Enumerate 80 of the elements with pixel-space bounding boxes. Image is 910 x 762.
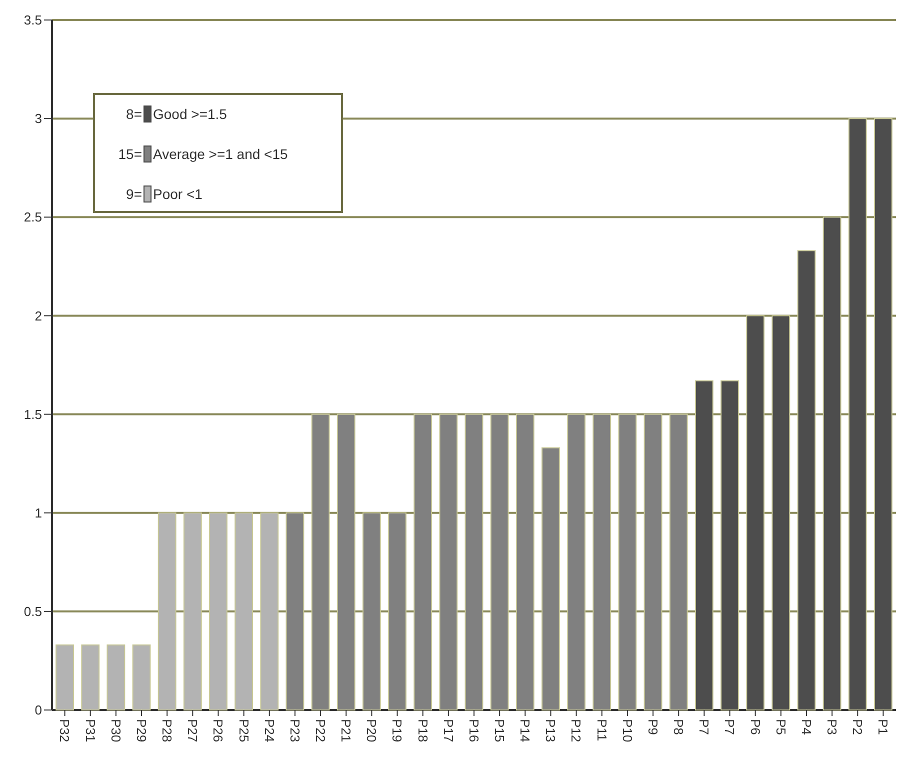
x-tick-label: P3 [824, 719, 840, 735]
bar [56, 644, 74, 710]
bar [644, 414, 662, 710]
x-tick-label: P20 [364, 719, 380, 742]
bar [669, 414, 688, 710]
x-tick-label: P29 [134, 719, 149, 742]
x-tick-label: P14 [518, 719, 533, 742]
annotation: 15= [118, 146, 142, 162]
bar [797, 250, 816, 710]
x-tick-label: P10 [620, 719, 635, 742]
x-tick-label: P31 [82, 719, 98, 742]
x-tick-label: P27 [185, 719, 200, 742]
bar [260, 512, 279, 710]
bar [720, 380, 739, 710]
x-tick-label: P4 [798, 719, 814, 735]
bar [209, 512, 228, 710]
x-tick-label: P6 [748, 719, 763, 735]
x-tick-label: P11 [594, 719, 610, 742]
bar [874, 118, 892, 710]
bar [158, 512, 176, 710]
bar [567, 414, 586, 710]
bar [542, 447, 560, 710]
bar [132, 644, 151, 710]
x-tick-label: P23 [287, 719, 302, 742]
bar [414, 414, 432, 710]
y-tick-label: 2 [34, 308, 42, 324]
legend-label: Average >=1 and <15 [153, 146, 288, 162]
x-tick-label: P18 [415, 719, 430, 742]
x-tick-label: P7 [722, 719, 738, 735]
x-tick-label: P2 [850, 719, 866, 735]
bar [81, 644, 100, 710]
bar [618, 414, 637, 710]
bar [516, 414, 534, 710]
bar [336, 414, 356, 710]
x-tick-label: P25 [236, 719, 252, 742]
bar [286, 512, 304, 710]
y-tick-label: 3.5 [24, 12, 42, 28]
x-tick-label: P9 [645, 719, 660, 735]
bar [183, 512, 202, 710]
bar [746, 315, 765, 710]
annotation: 9= [126, 186, 142, 202]
y-tick-label: 3 [34, 111, 42, 126]
x-tick-label: P19 [390, 719, 405, 742]
x-tick-label: P24 [262, 719, 277, 742]
annotation: 8= [126, 106, 142, 122]
x-tick-label: P5 [773, 719, 788, 735]
bar [439, 414, 458, 710]
x-tick-label: P17 [440, 719, 456, 742]
bar [592, 414, 612, 710]
y-tick-label: 0 [34, 702, 42, 718]
x-tick-label: P13 [543, 719, 558, 742]
x-tick-label: P15 [492, 719, 508, 742]
legend-label: Good >=1.5 [153, 106, 228, 122]
bar [311, 414, 330, 710]
y-tick-label: 1.5 [24, 406, 42, 422]
x-tick-label: P8 [671, 719, 686, 735]
x-tick-label: P26 [210, 719, 226, 742]
x-tick-label: P1 [876, 719, 891, 735]
bar [822, 216, 842, 710]
x-tick-label: P30 [108, 719, 124, 742]
bar [694, 380, 714, 710]
x-tick-label: P32 [57, 719, 72, 742]
bar [772, 315, 790, 710]
bar [106, 644, 126, 710]
bar [362, 512, 381, 710]
x-tick-label: P12 [568, 719, 584, 742]
x-tick-label: P16 [466, 719, 482, 742]
bar [848, 118, 867, 710]
legend-label: Poor <1 [153, 186, 203, 202]
x-tick-label: P28 [160, 719, 175, 742]
bar [234, 512, 254, 710]
y-tick-label: 2.5 [24, 210, 42, 225]
x-tick-label: P22 [312, 719, 328, 742]
y-tick-label: 1 [34, 505, 42, 520]
bar [388, 512, 406, 710]
x-tick-label: P21 [338, 719, 354, 742]
y-tick-label: 0.5 [24, 604, 42, 619]
bar [490, 414, 509, 710]
bar [464, 414, 484, 710]
x-tick-label: P7 [696, 719, 712, 735]
